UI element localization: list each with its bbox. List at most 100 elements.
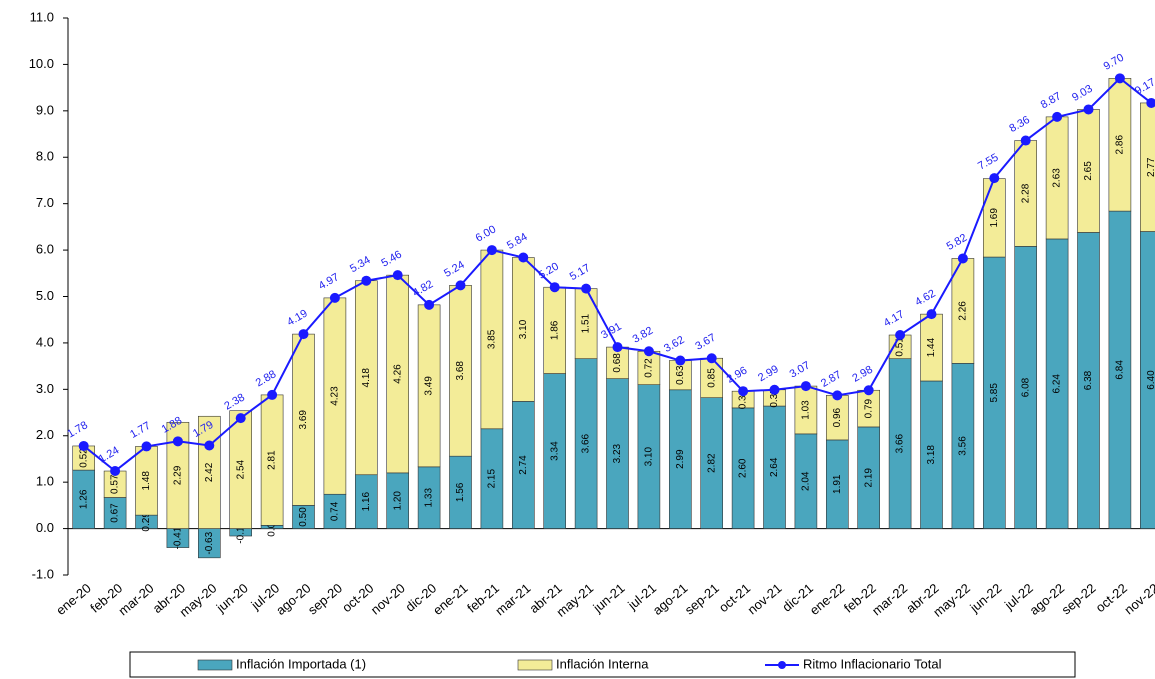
x-tick-label: jun-20 [213, 580, 251, 615]
line-point [549, 282, 560, 293]
bar-label: 1.26 [78, 489, 89, 509]
bar-label: 2.99 [675, 449, 686, 469]
bar-label: 6.24 [1052, 374, 1063, 394]
line-point [1114, 73, 1125, 84]
line-point [581, 283, 592, 294]
bar-label: 0.50 [298, 507, 309, 527]
legend-swatch [197, 659, 233, 671]
line-label: 5.46 [379, 249, 404, 270]
line-label: 8.36 [1007, 114, 1032, 135]
bar-label: 0.68 [612, 353, 623, 373]
bar-label: 0.72 [644, 358, 655, 378]
line-label: 4.82 [411, 278, 436, 299]
line-label: 5.20 [536, 261, 561, 282]
line-label: 3.07 [788, 359, 813, 380]
legend-swatch [517, 659, 553, 671]
bar-label: 2.54 [235, 459, 246, 479]
bar-label: 0.07 [267, 517, 278, 537]
y-tick-label: 7.0 [36, 195, 54, 210]
line-label: 5.24 [442, 259, 467, 280]
line-point [800, 381, 811, 392]
line-point [298, 329, 309, 340]
line-point [612, 342, 623, 353]
line-label: 2.99 [756, 363, 781, 384]
line-label: 2.96 [725, 365, 750, 386]
bar-label: 1.03 [801, 400, 812, 420]
y-tick-label: 8.0 [36, 149, 54, 164]
line-point [110, 466, 121, 477]
line-label: 5.84 [505, 231, 530, 252]
line-point [486, 245, 497, 256]
line-point [675, 355, 686, 366]
line-point [141, 441, 152, 452]
y-tick-label: 3.0 [36, 381, 54, 396]
bar-label: 3.18 [926, 445, 937, 465]
bar-label: 0.67 [110, 503, 121, 523]
bar [229, 410, 252, 529]
y-tick-label: 11.0 [30, 9, 54, 24]
bar-label: 2.81 [267, 450, 278, 470]
line-label: 1.77 [128, 420, 153, 441]
line-label: 8.87 [1039, 90, 1064, 111]
bar-label: 1.91 [832, 474, 843, 494]
x-tick-label: sep-21 [682, 580, 722, 617]
line-point [926, 309, 937, 320]
bar-label: 6.38 [1083, 370, 1094, 390]
line-point [361, 275, 372, 286]
bar-label: 3.66 [895, 433, 906, 453]
line-label: 5.17 [568, 262, 593, 283]
bar-label: 0.85 [706, 368, 717, 388]
bar-label: 0.96 [832, 407, 843, 427]
bar-label: 2.19 [863, 468, 874, 488]
line-label: 9.17 [1133, 76, 1155, 97]
line-point [267, 389, 278, 400]
bar-label: 1.20 [392, 491, 403, 511]
line-label: 4.62 [913, 288, 938, 309]
bar-label: 1.56 [455, 482, 466, 502]
bar-label: 4.23 [330, 386, 341, 406]
bar-label: 2.86 [1115, 135, 1126, 155]
bar-label: 5.85 [989, 383, 1000, 403]
bar-label: 3.66 [581, 433, 592, 453]
y-tick-label: 0.0 [36, 520, 54, 535]
bar-label: 2.42 [204, 462, 215, 482]
legend-label: Inflación Importada (1) [236, 656, 366, 671]
bar-label: 1.16 [361, 491, 372, 511]
bar-label: 2.65 [1083, 161, 1094, 181]
bar-label: 6.08 [1020, 377, 1031, 397]
line-point [392, 270, 403, 281]
legend-label: Ritmo Inflacionario Total [803, 656, 942, 671]
line-point [172, 436, 183, 447]
x-tick-label: jun-21 [590, 580, 628, 615]
bar-label: 2.15 [487, 469, 498, 489]
bar-label: 1.44 [926, 337, 937, 357]
line-point [1083, 104, 1094, 115]
line-label: 3.82 [631, 325, 656, 346]
bar [166, 421, 190, 529]
bar-label: 1.86 [549, 320, 560, 340]
x-tick-label: nov-22 [1121, 580, 1155, 617]
bar-label: 2.29 [173, 465, 184, 485]
legend-label: Inflación Interna [556, 656, 649, 671]
line-label: 2.98 [850, 364, 875, 385]
line-point [1052, 111, 1063, 122]
line-label: 9.70 [1102, 52, 1127, 73]
bar-label: 0.35 [769, 388, 780, 408]
bar-label: 0.29 [141, 512, 152, 532]
x-tick-label: ene-21 [430, 580, 471, 618]
bar-label: 2.26 [958, 301, 969, 321]
bar-label: 2.28 [1020, 183, 1031, 203]
line-point [957, 253, 968, 264]
legend-box [129, 651, 1076, 678]
x-tick-label: ago-20 [273, 580, 314, 618]
bar-label: 4.26 [392, 364, 403, 384]
bar-label: 6.40 [1146, 370, 1155, 390]
line-label: 4.17 [882, 308, 907, 329]
bar-label: 0.63 [675, 365, 686, 385]
bar-label: 2.04 [801, 471, 812, 491]
line-point [455, 280, 466, 291]
line-label: 4.97 [317, 271, 342, 292]
line-point [1146, 97, 1155, 108]
x-tick-label: ago-21 [650, 580, 691, 618]
bar-label: -0.41 [173, 526, 184, 549]
